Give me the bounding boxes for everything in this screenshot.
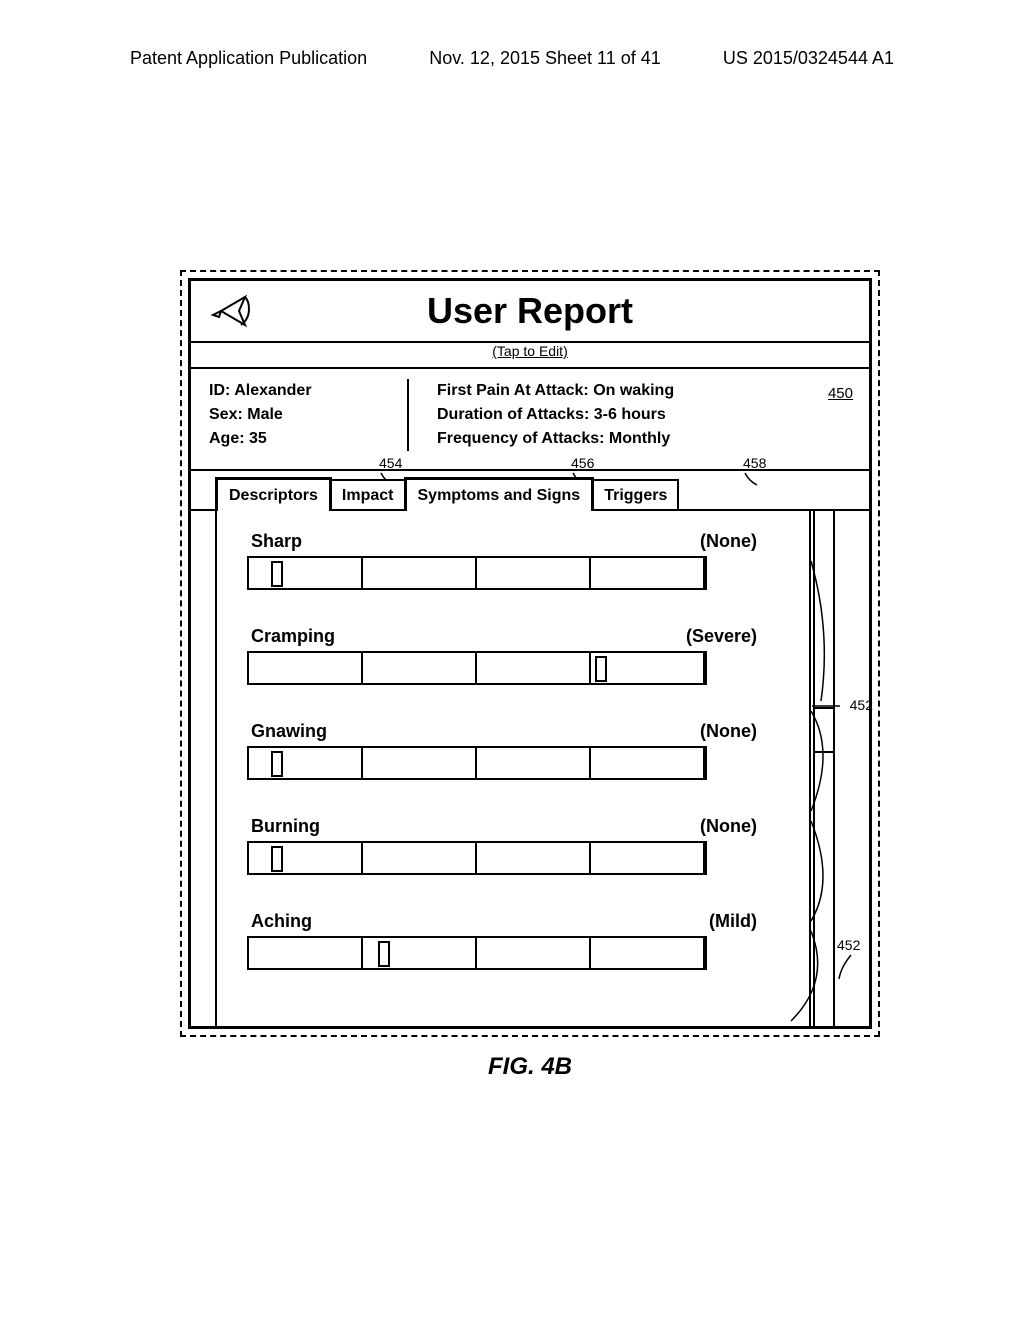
descriptor-header: Burning (None) xyxy=(247,816,779,837)
slider-segment xyxy=(477,653,591,683)
descriptor-name: Gnawing xyxy=(251,721,327,742)
severity-slider[interactable] xyxy=(247,936,707,970)
slider-segment xyxy=(477,843,591,873)
duration-value: 3-6 hours xyxy=(594,406,666,423)
descriptor-level: (None) xyxy=(700,816,757,837)
slider-segment xyxy=(363,843,477,873)
callout-456-label: 456 xyxy=(571,455,594,471)
slider-segment xyxy=(477,748,591,778)
descriptor-level: (Severe) xyxy=(686,626,757,647)
descriptor-header: Aching (Mild) xyxy=(247,911,779,932)
slider-thumb[interactable] xyxy=(271,751,283,777)
reference-numeral-450: 450 xyxy=(828,383,853,406)
scrollbar-track[interactable] xyxy=(813,511,835,1026)
patient-id-row: ID: Alexander xyxy=(209,379,397,403)
slider-segment xyxy=(249,843,363,873)
frequency-value: Monthly xyxy=(609,430,670,447)
patient-id-value: Alexander xyxy=(234,382,311,399)
descriptor-name: Cramping xyxy=(251,626,335,647)
callout-454-label: 454 xyxy=(379,455,402,471)
figure-dashed-border: User Report (Tap to Edit) ID: Alexander … xyxy=(180,270,880,1037)
duration-row: Duration of Attacks: 3-6 hours xyxy=(437,403,857,427)
back-arrow-icon[interactable] xyxy=(209,291,253,340)
slider-thumb[interactable] xyxy=(595,656,607,682)
title-bar: User Report xyxy=(191,281,869,343)
patient-info-right: First Pain At Attack: On waking Duration… xyxy=(409,379,857,451)
figure-label: FIG. 4B xyxy=(180,1053,880,1081)
scrollbar-thumb[interactable] xyxy=(813,707,835,753)
patient-sex-row: Sex: Male xyxy=(209,403,397,427)
slider-segment xyxy=(249,653,363,683)
frequency-row: Frequency of Attacks: Monthly xyxy=(437,427,857,451)
slider-segment xyxy=(591,653,705,683)
slider-segment xyxy=(363,748,477,778)
slider-segment xyxy=(249,558,363,588)
slider-thumb[interactable] xyxy=(271,846,283,872)
tap-to-edit-link[interactable]: (Tap to Edit) xyxy=(191,343,869,369)
slider-thumb[interactable] xyxy=(378,941,390,967)
header-right: US 2015/0324544 A1 xyxy=(723,48,894,69)
severity-slider[interactable] xyxy=(247,556,707,590)
descriptor-header: Sharp (None) xyxy=(247,531,779,552)
descriptor-level: (None) xyxy=(700,531,757,552)
descriptor-level: (Mild) xyxy=(709,911,757,932)
first-pain-row: First Pain At Attack: On waking xyxy=(437,379,857,403)
severity-slider[interactable] xyxy=(247,841,707,875)
patient-id-label: ID: xyxy=(209,382,230,399)
tap-to-edit-label: (Tap to Edit) xyxy=(492,343,567,359)
descriptor-name: Sharp xyxy=(251,531,302,552)
descriptors-content: Sharp (None) Cramping (Severe) Gnawing (None)… xyxy=(215,511,809,1026)
callout-452-lower: 452 xyxy=(837,937,867,983)
tab-triggers[interactable]: Triggers xyxy=(592,479,679,509)
patient-info-panel: ID: Alexander Sex: Male Age: 35 First Pa… xyxy=(191,369,869,471)
frequency-label: Frequency of Attacks: xyxy=(437,430,604,447)
device-frame: User Report (Tap to Edit) ID: Alexander … xyxy=(188,278,872,1029)
descriptor-header: Cramping (Severe) xyxy=(247,626,779,647)
header-center: Nov. 12, 2015 Sheet 11 of 41 xyxy=(429,48,661,69)
tab-content-wrapper: Sharp (None) Cramping (Severe) Gnawing (None)… xyxy=(191,511,869,1026)
callout-452-lower-label: 452 xyxy=(837,937,860,953)
first-pain-label: First Pain At Attack: xyxy=(437,382,589,399)
patient-age-row: Age: 35 xyxy=(209,427,397,451)
slider-segment xyxy=(591,558,705,588)
descriptor-name: Burning xyxy=(251,816,320,837)
tabs-row: Descriptors Impact Symptoms and Signs Tr… xyxy=(191,471,869,511)
callout-458: 458 xyxy=(743,455,766,487)
patient-info-left: ID: Alexander Sex: Male Age: 35 xyxy=(209,379,409,451)
callout-452-upper: 452 xyxy=(810,697,873,713)
descriptor-name: Aching xyxy=(251,911,312,932)
descriptor-level: (None) xyxy=(700,721,757,742)
slider-segment xyxy=(591,938,705,968)
severity-slider[interactable] xyxy=(247,651,707,685)
slider-segment xyxy=(363,558,477,588)
descriptor-block: Cramping (Severe) xyxy=(247,626,779,685)
slider-segment xyxy=(477,938,591,968)
slider-segment xyxy=(363,653,477,683)
first-pain-value: On waking xyxy=(593,382,674,399)
header-left: Patent Application Publication xyxy=(130,48,367,69)
slider-segment xyxy=(591,748,705,778)
severity-slider[interactable] xyxy=(247,746,707,780)
descriptor-block: Sharp (None) xyxy=(247,531,779,590)
duration-label: Duration of Attacks: xyxy=(437,406,589,423)
patient-sex-label: Sex: xyxy=(209,406,243,423)
descriptor-block: Aching (Mild) xyxy=(247,911,779,970)
patient-sex-value: Male xyxy=(247,406,283,423)
tab-descriptors[interactable]: Descriptors xyxy=(215,477,332,511)
slider-segment xyxy=(249,938,363,968)
tab-impact[interactable]: Impact xyxy=(330,479,406,509)
patient-age-value: 35 xyxy=(249,430,267,447)
slider-segment xyxy=(477,558,591,588)
callout-452-upper-label: 452 xyxy=(850,697,873,713)
descriptor-block: Burning (None) xyxy=(247,816,779,875)
slider-segment xyxy=(591,843,705,873)
callout-458-label: 458 xyxy=(743,455,766,471)
tab-symptoms-signs[interactable]: Symptoms and Signs xyxy=(404,477,595,511)
page-title: User Report xyxy=(427,290,633,332)
descriptor-header: Gnawing (None) xyxy=(247,721,779,742)
descriptor-block: Gnawing (None) xyxy=(247,721,779,780)
patient-age-label: Age: xyxy=(209,430,245,447)
slider-thumb[interactable] xyxy=(271,561,283,587)
slider-segment xyxy=(249,748,363,778)
